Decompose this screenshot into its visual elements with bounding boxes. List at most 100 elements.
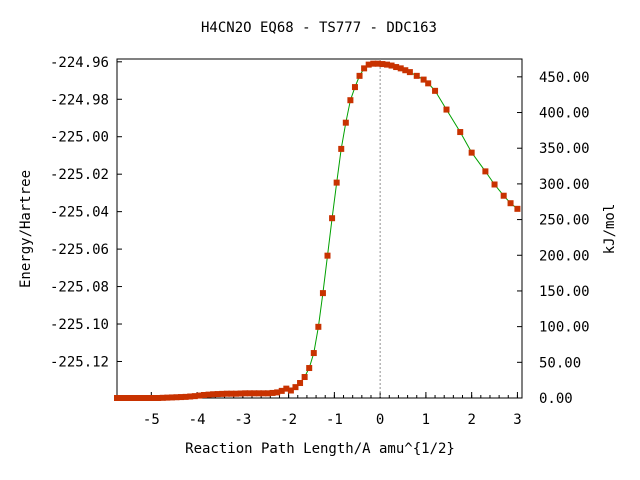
data-point bbox=[205, 391, 212, 398]
data-point bbox=[173, 394, 180, 401]
data-point bbox=[223, 390, 230, 397]
data-point bbox=[301, 374, 308, 381]
data-point bbox=[168, 394, 175, 401]
y-axis-label: Energy/Hartree bbox=[18, 170, 34, 288]
data-point bbox=[182, 393, 189, 400]
y2-tick-label: 50.00 bbox=[539, 355, 581, 371]
data-point bbox=[351, 84, 358, 91]
data-point bbox=[146, 395, 153, 401]
data-point bbox=[319, 290, 326, 297]
x-tick-label: -4 bbox=[189, 412, 206, 428]
data-point bbox=[338, 145, 345, 152]
x-tick-label: -5 bbox=[143, 412, 160, 428]
data-point bbox=[379, 61, 386, 68]
data-point bbox=[155, 395, 162, 401]
data-point bbox=[333, 179, 340, 186]
x-tick-label: 2 bbox=[467, 412, 475, 428]
x-tick-label: 1 bbox=[422, 412, 430, 428]
data-point bbox=[127, 395, 134, 401]
data-point bbox=[365, 61, 372, 68]
data-point bbox=[132, 395, 139, 401]
data-point bbox=[468, 149, 475, 156]
series-line bbox=[117, 63, 518, 399]
series-layer bbox=[114, 59, 521, 401]
data-point bbox=[200, 392, 207, 399]
data-point bbox=[432, 87, 439, 94]
data-point bbox=[402, 67, 409, 74]
y2-tick-label: 450.00 bbox=[539, 70, 590, 86]
x-axis-label: Reaction Path Length/A amu^{1/2} bbox=[185, 441, 455, 457]
data-point bbox=[482, 168, 489, 175]
y-tick-label: -225.00 bbox=[50, 130, 109, 146]
data-point bbox=[342, 119, 349, 126]
data-point bbox=[136, 395, 143, 401]
data-point bbox=[260, 390, 267, 397]
y-tick-label: -225.06 bbox=[50, 242, 109, 258]
x-axis-ticks: -5 -4 -3 -2 -1 0 1 2 3 bbox=[123, 392, 522, 428]
data-point bbox=[306, 365, 313, 372]
y-tick-label: -225.04 bbox=[50, 205, 109, 221]
data-point bbox=[178, 394, 185, 401]
y2-tick-label: 100.00 bbox=[539, 320, 590, 336]
data-point bbox=[283, 385, 290, 392]
y2-tick-label: 300.00 bbox=[539, 177, 590, 193]
x-tick-label: -3 bbox=[234, 412, 251, 428]
plot-frame bbox=[116, 58, 523, 399]
data-point bbox=[310, 350, 317, 357]
data-point bbox=[141, 395, 148, 401]
data-point bbox=[269, 389, 276, 396]
data-point bbox=[274, 389, 281, 396]
data-point bbox=[457, 129, 464, 136]
data-point bbox=[214, 391, 221, 398]
data-point bbox=[443, 106, 450, 113]
data-point bbox=[324, 252, 331, 259]
chart-title: H4CN2O EQ68 - TS777 - DDC163 bbox=[201, 20, 437, 36]
data-point bbox=[292, 384, 299, 391]
data-point bbox=[374, 60, 381, 67]
plot-border bbox=[116, 58, 523, 399]
data-point bbox=[219, 390, 226, 397]
data-point bbox=[246, 390, 253, 397]
data-point bbox=[491, 181, 498, 188]
y-tick-label: -225.02 bbox=[50, 167, 109, 183]
data-point bbox=[164, 394, 171, 401]
x-tick-label: -1 bbox=[326, 412, 343, 428]
y2-axis-ticks: 0.00 50.00 100.00 150.00 200.00 250.00 300.00 3… bbox=[517, 70, 590, 407]
y-tick-label: -225.08 bbox=[50, 280, 109, 296]
data-point bbox=[388, 62, 395, 69]
data-point bbox=[278, 387, 285, 394]
data-point bbox=[232, 390, 239, 397]
data-point bbox=[251, 390, 258, 397]
x-tick-label: 3 bbox=[513, 412, 521, 428]
y-axis-ticks: -224.96 -224.98 -225.00 -225.02 -225.04 -225.… bbox=[50, 55, 122, 370]
data-point bbox=[265, 390, 272, 397]
data-point bbox=[210, 391, 217, 398]
data-point bbox=[150, 395, 157, 401]
data-point bbox=[413, 72, 420, 79]
data-point bbox=[397, 65, 404, 72]
data-point bbox=[406, 69, 413, 76]
data-point bbox=[114, 395, 120, 401]
data-point bbox=[500, 192, 507, 199]
data-point bbox=[507, 200, 514, 207]
x-tick-label: 0 bbox=[376, 412, 384, 428]
data-point bbox=[425, 80, 432, 87]
data-point bbox=[118, 395, 125, 401]
data-point bbox=[361, 65, 368, 72]
y2-axis-label: kJ/mol bbox=[602, 204, 618, 255]
data-point bbox=[159, 394, 166, 401]
data-point bbox=[420, 76, 427, 83]
data-point bbox=[514, 205, 521, 212]
data-point bbox=[329, 215, 336, 222]
data-point bbox=[347, 97, 354, 104]
data-point bbox=[384, 61, 390, 68]
data-point bbox=[237, 390, 244, 397]
y2-tick-label: 0.00 bbox=[539, 391, 573, 407]
data-point bbox=[356, 72, 363, 79]
data-point bbox=[242, 390, 249, 397]
data-point bbox=[191, 393, 198, 400]
data-point bbox=[255, 390, 262, 397]
y2-tick-label: 400.00 bbox=[539, 106, 590, 122]
y2-tick-label: 200.00 bbox=[539, 248, 590, 264]
